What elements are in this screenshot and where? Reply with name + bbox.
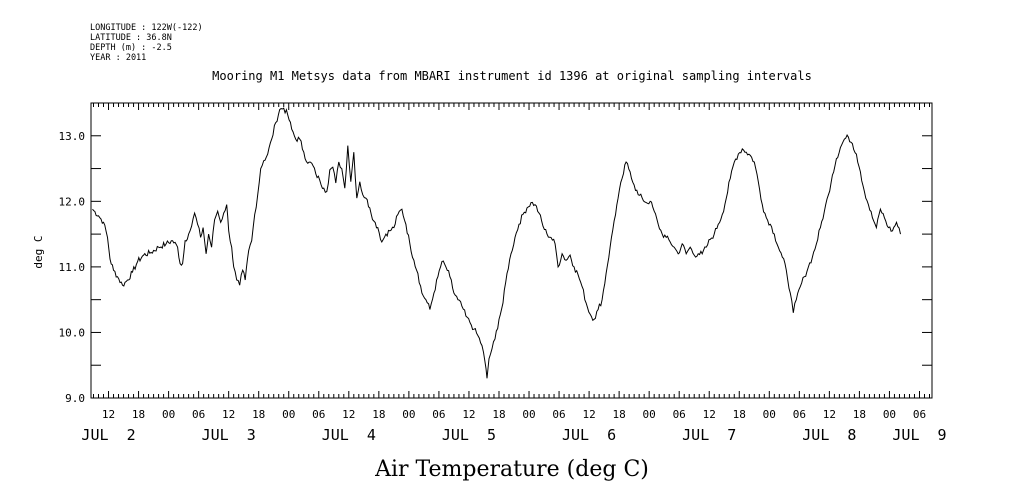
x-tick-labels: 12 18 00 06 12 18 00 06 12 18 00 06 12 18 00 06 12 18 00 06… — [102, 408, 926, 421]
x-tick-label: 00 — [522, 408, 535, 421]
y-tick-label: 9.0 — [65, 392, 85, 405]
day-label: JUL 3 — [202, 426, 256, 444]
y-tick-labels: 9.0 10.0 11.0 12.0 13.0 — [59, 130, 86, 405]
day-label: JUL 2 — [81, 426, 135, 444]
day-label: JUL 9 — [892, 426, 946, 444]
year-text: YEAR : 2011 — [90, 53, 146, 63]
x-tick-label: 00 — [643, 408, 656, 421]
metadata-block: LONGITUDE : 122W(-122) LATITUDE : 36.8N … — [90, 23, 203, 63]
x-tick-label: 18 — [733, 408, 746, 421]
chart-title: Mooring M1 Metsys data from MBARI instru… — [212, 69, 812, 83]
x-tick-label: 12 — [222, 408, 235, 421]
day-label: JUL 7 — [682, 426, 736, 444]
day-label: JUL 8 — [802, 426, 856, 444]
x-tick-label: 18 — [132, 408, 145, 421]
x-tick-label: 12 — [102, 408, 115, 421]
y-tick-label: 11.0 — [59, 261, 86, 274]
x-tick-label: 18 — [853, 408, 866, 421]
longitude-text: LONGITUDE : 122W(-122) — [90, 23, 203, 33]
x-tick-label: 06 — [913, 408, 926, 421]
x-tick-label: 18 — [372, 408, 385, 421]
x-axis-label: Air Temperature (deg C) — [374, 457, 649, 482]
x-tick-label: 06 — [793, 408, 806, 421]
y-tick-label: 13.0 — [59, 130, 86, 143]
day-label: JUL 6 — [562, 426, 616, 444]
x-tick-label: 00 — [402, 408, 415, 421]
plot-frame — [90, 102, 933, 399]
x-tick-label: 00 — [883, 408, 896, 421]
x-tick-label: 06 — [432, 408, 445, 421]
x-tick-label: 12 — [342, 408, 355, 421]
x-tick-label: 06 — [673, 408, 686, 421]
x-tick-label: 18 — [613, 408, 626, 421]
depth-text: DEPTH (m) : -2.5 — [90, 43, 172, 53]
day-label: JUL 5 — [442, 426, 496, 444]
latitude-text: LATITUDE : 36.8N — [90, 33, 172, 43]
axis-ticks — [91, 102, 932, 399]
x-tick-label: 18 — [252, 408, 265, 421]
y-tick-label: 12.0 — [59, 195, 86, 208]
day-labels: JUL 2 JUL 3 JUL 4 JUL 5 JUL 6 JUL 7 JUL 8 JUL 9 — [81, 426, 946, 444]
x-tick-label: 06 — [312, 408, 325, 421]
x-tick-label: 12 — [582, 408, 595, 421]
x-tick-label: 12 — [462, 408, 475, 421]
x-tick-label: 00 — [162, 408, 175, 421]
x-tick-label: 00 — [763, 408, 776, 421]
x-tick-label: 06 — [192, 408, 205, 421]
series-line — [92, 107, 901, 379]
y-axis-label: deg C — [32, 235, 45, 268]
x-tick-label: 12 — [703, 408, 716, 421]
x-tick-label: 12 — [823, 408, 836, 421]
day-label: JUL 4 — [322, 426, 376, 444]
x-tick-label: 06 — [552, 408, 565, 421]
x-tick-label: 18 — [492, 408, 505, 421]
y-tick-label: 10.0 — [59, 326, 86, 339]
x-tick-label: 00 — [282, 408, 295, 421]
